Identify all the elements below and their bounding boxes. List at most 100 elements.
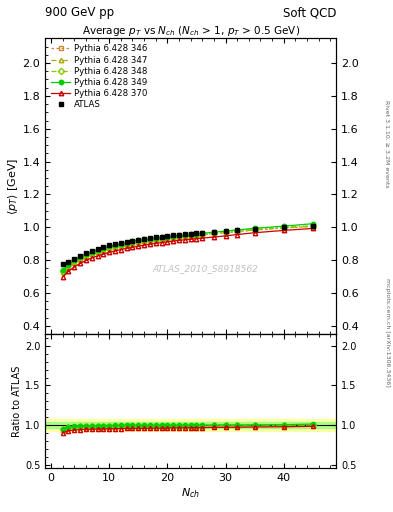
Pythia 6.428 348 <box>252 226 257 232</box>
Line: Pythia 6.428 346: Pythia 6.428 346 <box>61 224 315 274</box>
Pythia 6.428 346 <box>188 233 193 239</box>
Pythia 6.428 347 <box>153 237 158 243</box>
Pythia 6.428 348 <box>89 250 94 256</box>
Pythia 6.428 349 <box>188 231 193 237</box>
Pythia 6.428 349 <box>223 228 228 234</box>
Pythia 6.428 348 <box>101 246 106 252</box>
ATLAS <box>211 229 216 236</box>
Pythia 6.428 349 <box>84 251 88 258</box>
ATLAS <box>89 248 94 254</box>
ATLAS <box>188 231 193 237</box>
Line: Pythia 6.428 347: Pythia 6.428 347 <box>61 224 315 274</box>
Pythia 6.428 346 <box>72 260 77 266</box>
Pythia 6.428 346 <box>66 264 71 270</box>
ATLAS <box>72 255 77 262</box>
ATLAS <box>235 227 239 233</box>
ATLAS <box>66 259 71 265</box>
Text: Rivet 3.1.10, ≥ 3.2M events: Rivet 3.1.10, ≥ 3.2M events <box>385 99 389 187</box>
Pythia 6.428 347 <box>107 245 112 251</box>
Pythia 6.428 346 <box>153 237 158 243</box>
ATLAS <box>101 244 106 250</box>
Pythia 6.428 346 <box>113 244 118 250</box>
Pythia 6.428 347 <box>84 253 88 259</box>
Pythia 6.428 347 <box>113 244 118 250</box>
Pythia 6.428 346 <box>124 242 129 248</box>
Pythia 6.428 349 <box>194 230 199 237</box>
Pythia 6.428 347 <box>136 239 141 245</box>
Pythia 6.428 349 <box>60 267 65 273</box>
Pythia 6.428 348 <box>60 268 65 274</box>
Pythia 6.428 348 <box>107 244 112 250</box>
Pythia 6.428 349 <box>118 241 123 247</box>
Pythia 6.428 346 <box>95 249 100 255</box>
Pythia 6.428 346 <box>159 236 164 242</box>
Pythia 6.428 370 <box>223 233 228 239</box>
Bar <box>45 419 336 431</box>
Pythia 6.428 370 <box>235 231 239 238</box>
Pythia 6.428 370 <box>165 239 170 245</box>
Pythia 6.428 370 <box>211 234 216 240</box>
Pythia 6.428 346 <box>171 234 176 241</box>
Pythia 6.428 370 <box>124 245 129 251</box>
Pythia 6.428 347 <box>159 236 164 242</box>
Pythia 6.428 370 <box>118 247 123 253</box>
Pythia 6.428 349 <box>165 233 170 240</box>
Pythia 6.428 347 <box>310 223 315 229</box>
ATLAS <box>130 238 135 244</box>
Pythia 6.428 370 <box>159 240 164 246</box>
Pythia 6.428 348 <box>113 243 118 249</box>
Pythia 6.428 349 <box>235 227 239 233</box>
Pythia 6.428 348 <box>194 231 199 238</box>
Line: Pythia 6.428 349: Pythia 6.428 349 <box>61 222 315 272</box>
Pythia 6.428 346 <box>310 223 315 229</box>
Pythia 6.428 349 <box>281 223 286 229</box>
ATLAS <box>78 252 83 259</box>
Y-axis label: Ratio to ATLAS: Ratio to ATLAS <box>12 366 22 437</box>
Pythia 6.428 349 <box>200 230 205 237</box>
Pythia 6.428 349 <box>95 247 100 253</box>
Pythia 6.428 348 <box>118 242 123 248</box>
Pythia 6.428 348 <box>147 237 152 243</box>
Pythia 6.428 346 <box>60 269 65 275</box>
Pythia 6.428 347 <box>142 238 147 244</box>
Pythia 6.428 347 <box>147 237 152 243</box>
Title: Average $p_{T}$ vs $N_{ch}$ ($N_{ch}$ > 1, $p_{T}$ > 0.5 GeV): Average $p_{T}$ vs $N_{ch}$ ($N_{ch}$ > … <box>81 24 300 38</box>
Pythia 6.428 346 <box>78 257 83 263</box>
ATLAS <box>147 235 152 241</box>
ATLAS <box>310 223 315 229</box>
Pythia 6.428 346 <box>211 231 216 237</box>
Pythia 6.428 348 <box>136 239 141 245</box>
Pythia 6.428 349 <box>107 243 112 249</box>
Pythia 6.428 348 <box>182 232 187 239</box>
ATLAS <box>165 233 170 239</box>
Pythia 6.428 348 <box>176 233 181 240</box>
Pythia 6.428 349 <box>310 221 315 227</box>
Pythia 6.428 346 <box>252 227 257 233</box>
Pythia 6.428 347 <box>72 259 77 265</box>
Pythia 6.428 347 <box>281 225 286 231</box>
ATLAS <box>84 250 88 256</box>
Pythia 6.428 347 <box>124 241 129 247</box>
Pythia 6.428 370 <box>107 249 112 255</box>
ATLAS <box>142 236 147 242</box>
Pythia 6.428 348 <box>72 258 77 264</box>
Pythia 6.428 348 <box>124 241 129 247</box>
Pythia 6.428 346 <box>89 251 94 257</box>
Pythia 6.428 346 <box>182 233 187 240</box>
Pythia 6.428 347 <box>118 242 123 248</box>
Pythia 6.428 348 <box>95 248 100 254</box>
ATLAS <box>113 241 118 247</box>
Pythia 6.428 370 <box>182 237 187 243</box>
Pythia 6.428 370 <box>281 227 286 233</box>
Pythia 6.428 349 <box>153 234 158 241</box>
Pythia 6.428 370 <box>113 248 118 254</box>
Pythia 6.428 347 <box>211 230 216 237</box>
Pythia 6.428 346 <box>165 235 170 241</box>
Pythia 6.428 347 <box>194 232 199 238</box>
Pythia 6.428 349 <box>147 236 152 242</box>
Pythia 6.428 349 <box>252 225 257 231</box>
Pythia 6.428 347 <box>95 248 100 254</box>
Text: ATLAS_2010_S8918562: ATLAS_2010_S8918562 <box>152 265 258 273</box>
Pythia 6.428 370 <box>130 244 135 250</box>
ATLAS <box>223 228 228 234</box>
